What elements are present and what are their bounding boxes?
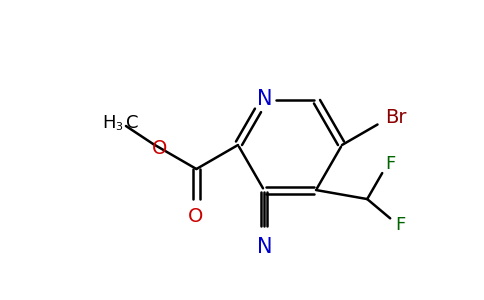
Text: F: F	[385, 155, 395, 173]
Text: O: O	[152, 139, 168, 158]
Text: F: F	[395, 217, 406, 235]
Text: N: N	[257, 237, 273, 257]
Text: 3: 3	[116, 122, 122, 132]
Text: H: H	[103, 114, 116, 132]
Text: Br: Br	[385, 108, 407, 127]
Text: C: C	[126, 114, 138, 132]
Text: N: N	[257, 89, 273, 109]
Text: O: O	[188, 208, 203, 226]
